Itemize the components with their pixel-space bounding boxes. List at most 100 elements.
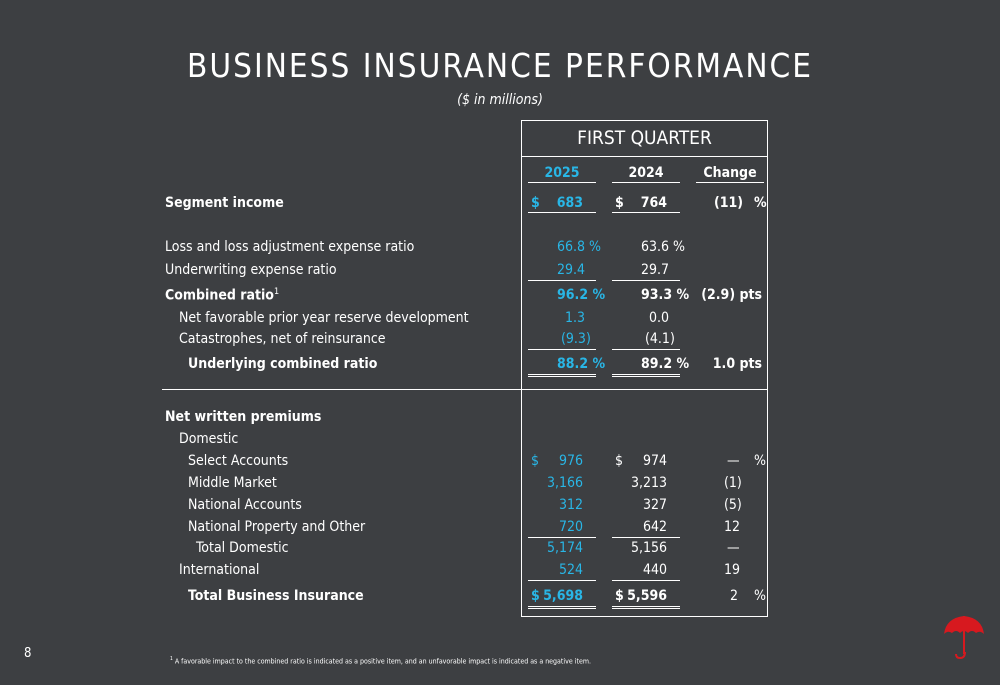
double-underline	[528, 606, 596, 609]
value-2025: 976	[558, 453, 583, 469]
value-change: —	[727, 540, 740, 556]
value-change: —	[727, 453, 740, 469]
table-row-underwriting-ratio: Underwriting expense ratio 29.4 29.7	[0, 262, 1000, 280]
dollar-sign: $	[615, 195, 624, 211]
dollar-sign: $	[531, 195, 540, 211]
value-2024: 89.2 %	[641, 356, 690, 372]
underline	[612, 580, 680, 581]
table-row-prior-year-development: Net favorable prior year reserve develop…	[0, 310, 1000, 328]
value-2024: 5,596	[627, 588, 667, 604]
table-row-total-business-insurance: Total Business Insurance $ 5,698 $ 5,596…	[0, 588, 1000, 606]
change-unit: %	[754, 195, 767, 211]
value-change: (1)	[724, 475, 742, 491]
value-2024: 974	[642, 453, 667, 469]
row-label: Net favorable prior year reserve develop…	[179, 310, 469, 326]
row-label: Underwriting expense ratio	[165, 262, 337, 278]
underline	[528, 349, 596, 350]
footnote-marker: 1	[170, 656, 173, 662]
table-row-segment-income: Segment income $ 683 $ 764 (11) %	[0, 195, 1000, 213]
row-label: Middle Market	[188, 475, 277, 491]
change-unit: %	[754, 453, 766, 469]
table-row-middle-market: Middle Market 3,166 3,213 (1)	[0, 475, 1000, 493]
value-2024: 5,156	[630, 540, 667, 556]
value-2025: 1.3	[565, 310, 586, 326]
value-2025: 88.2 %	[557, 356, 606, 372]
underline	[612, 349, 680, 350]
value-2024: 642	[642, 519, 667, 535]
value-2024: 327	[642, 497, 667, 513]
underline	[528, 580, 596, 581]
value-2025: 524	[558, 562, 583, 578]
red-umbrella-icon	[944, 616, 984, 660]
value-2025: 720	[558, 519, 583, 535]
value-2025: 5,698	[543, 588, 583, 604]
double-underline	[612, 606, 680, 609]
table-row-combined-ratio: Combined ratio1 96.2 % 93.3 % (2.9) pts	[0, 287, 1000, 305]
dollar-sign: $	[615, 588, 624, 604]
row-label: Domestic	[179, 431, 239, 447]
section-divider	[162, 389, 768, 390]
value-2025: 5,174	[546, 540, 583, 556]
dollar-sign: $	[531, 453, 540, 469]
table-row-underlying-combined-ratio: Underlying combined ratio 88.2 % 89.2 % …	[0, 356, 1000, 374]
row-label: Total Domestic	[196, 540, 289, 556]
row-label: National Accounts	[188, 497, 302, 513]
table-row-domestic: Domestic	[0, 431, 1000, 449]
quarter-header: FIRST QUARTER	[521, 120, 768, 157]
column-header-change: Change	[696, 165, 764, 183]
value-2024: 93.3 %	[641, 287, 690, 303]
underline	[612, 537, 680, 538]
value-2025: 29.4	[557, 262, 586, 278]
underline	[612, 212, 680, 213]
page-number: 8	[24, 646, 32, 661]
table-row-national-property: National Property and Other 720 642 12	[0, 519, 1000, 537]
row-label: Loss and loss adjustment expense ratio	[165, 239, 415, 255]
value-2025: 312	[558, 497, 583, 513]
row-label: Net written premiums	[165, 409, 322, 425]
first-quarter-box	[521, 120, 768, 617]
value-2024: 440	[642, 562, 667, 578]
row-label: Underlying combined ratio	[188, 356, 378, 372]
underline	[528, 280, 596, 281]
row-label: National Property and Other	[188, 519, 366, 535]
value-2025: 96.2 %	[557, 287, 606, 303]
value-2024: 0.0	[649, 310, 670, 326]
footnote-text: A favorable impact to the combined ratio…	[174, 657, 591, 666]
value-change: 1.0 pts	[712, 356, 762, 372]
dollar-sign: $	[531, 588, 540, 604]
value-2025: 66.8 %	[557, 239, 602, 255]
value-2024: 63.6 %	[641, 239, 686, 255]
value-2024: 3,213	[630, 475, 667, 491]
table-row-select-accounts: Select Accounts $ 976 $ 974 — %	[0, 453, 1000, 471]
value-2025: (9.3)	[561, 331, 591, 347]
table-row-loss-ratio: Loss and loss adjustment expense ratio 6…	[0, 239, 1000, 257]
row-label: Select Accounts	[188, 453, 289, 469]
footnote: 1 A favorable impact to the combined rat…	[170, 656, 591, 665]
value-change: 2	[730, 588, 739, 604]
underline	[612, 280, 680, 281]
footnote-marker: 1	[273, 287, 280, 297]
value-2025: 3,166	[546, 475, 583, 491]
underline	[528, 212, 596, 213]
double-underline	[528, 374, 596, 377]
value-change: (5)	[724, 497, 742, 513]
value-2024: 29.7	[641, 262, 670, 278]
change-unit: %	[754, 588, 766, 604]
row-label: Segment income	[165, 195, 284, 211]
column-header-2024: 2024	[612, 165, 680, 183]
value-2024: 764	[640, 195, 667, 211]
column-header-2025: 2025	[528, 165, 596, 183]
row-label: Combined ratio	[165, 287, 274, 304]
table-row-international: International 524 440 19	[0, 562, 1000, 580]
units-subtitle: ($ in millions)	[457, 92, 543, 108]
value-2025: 683	[556, 195, 583, 211]
table-row-total-domestic: Total Domestic 5,174 5,156 —	[0, 540, 1000, 558]
double-underline	[612, 374, 680, 377]
value-change: 19	[724, 562, 741, 578]
value-change: (11)	[713, 195, 743, 211]
row-label: Total Business Insurance	[188, 588, 364, 604]
table-row-national-accounts: National Accounts 312 327 (5)	[0, 497, 1000, 515]
value-change: 12	[724, 519, 741, 535]
row-label: Catastrophes, net of reinsurance	[179, 331, 386, 347]
dollar-sign: $	[615, 453, 624, 469]
